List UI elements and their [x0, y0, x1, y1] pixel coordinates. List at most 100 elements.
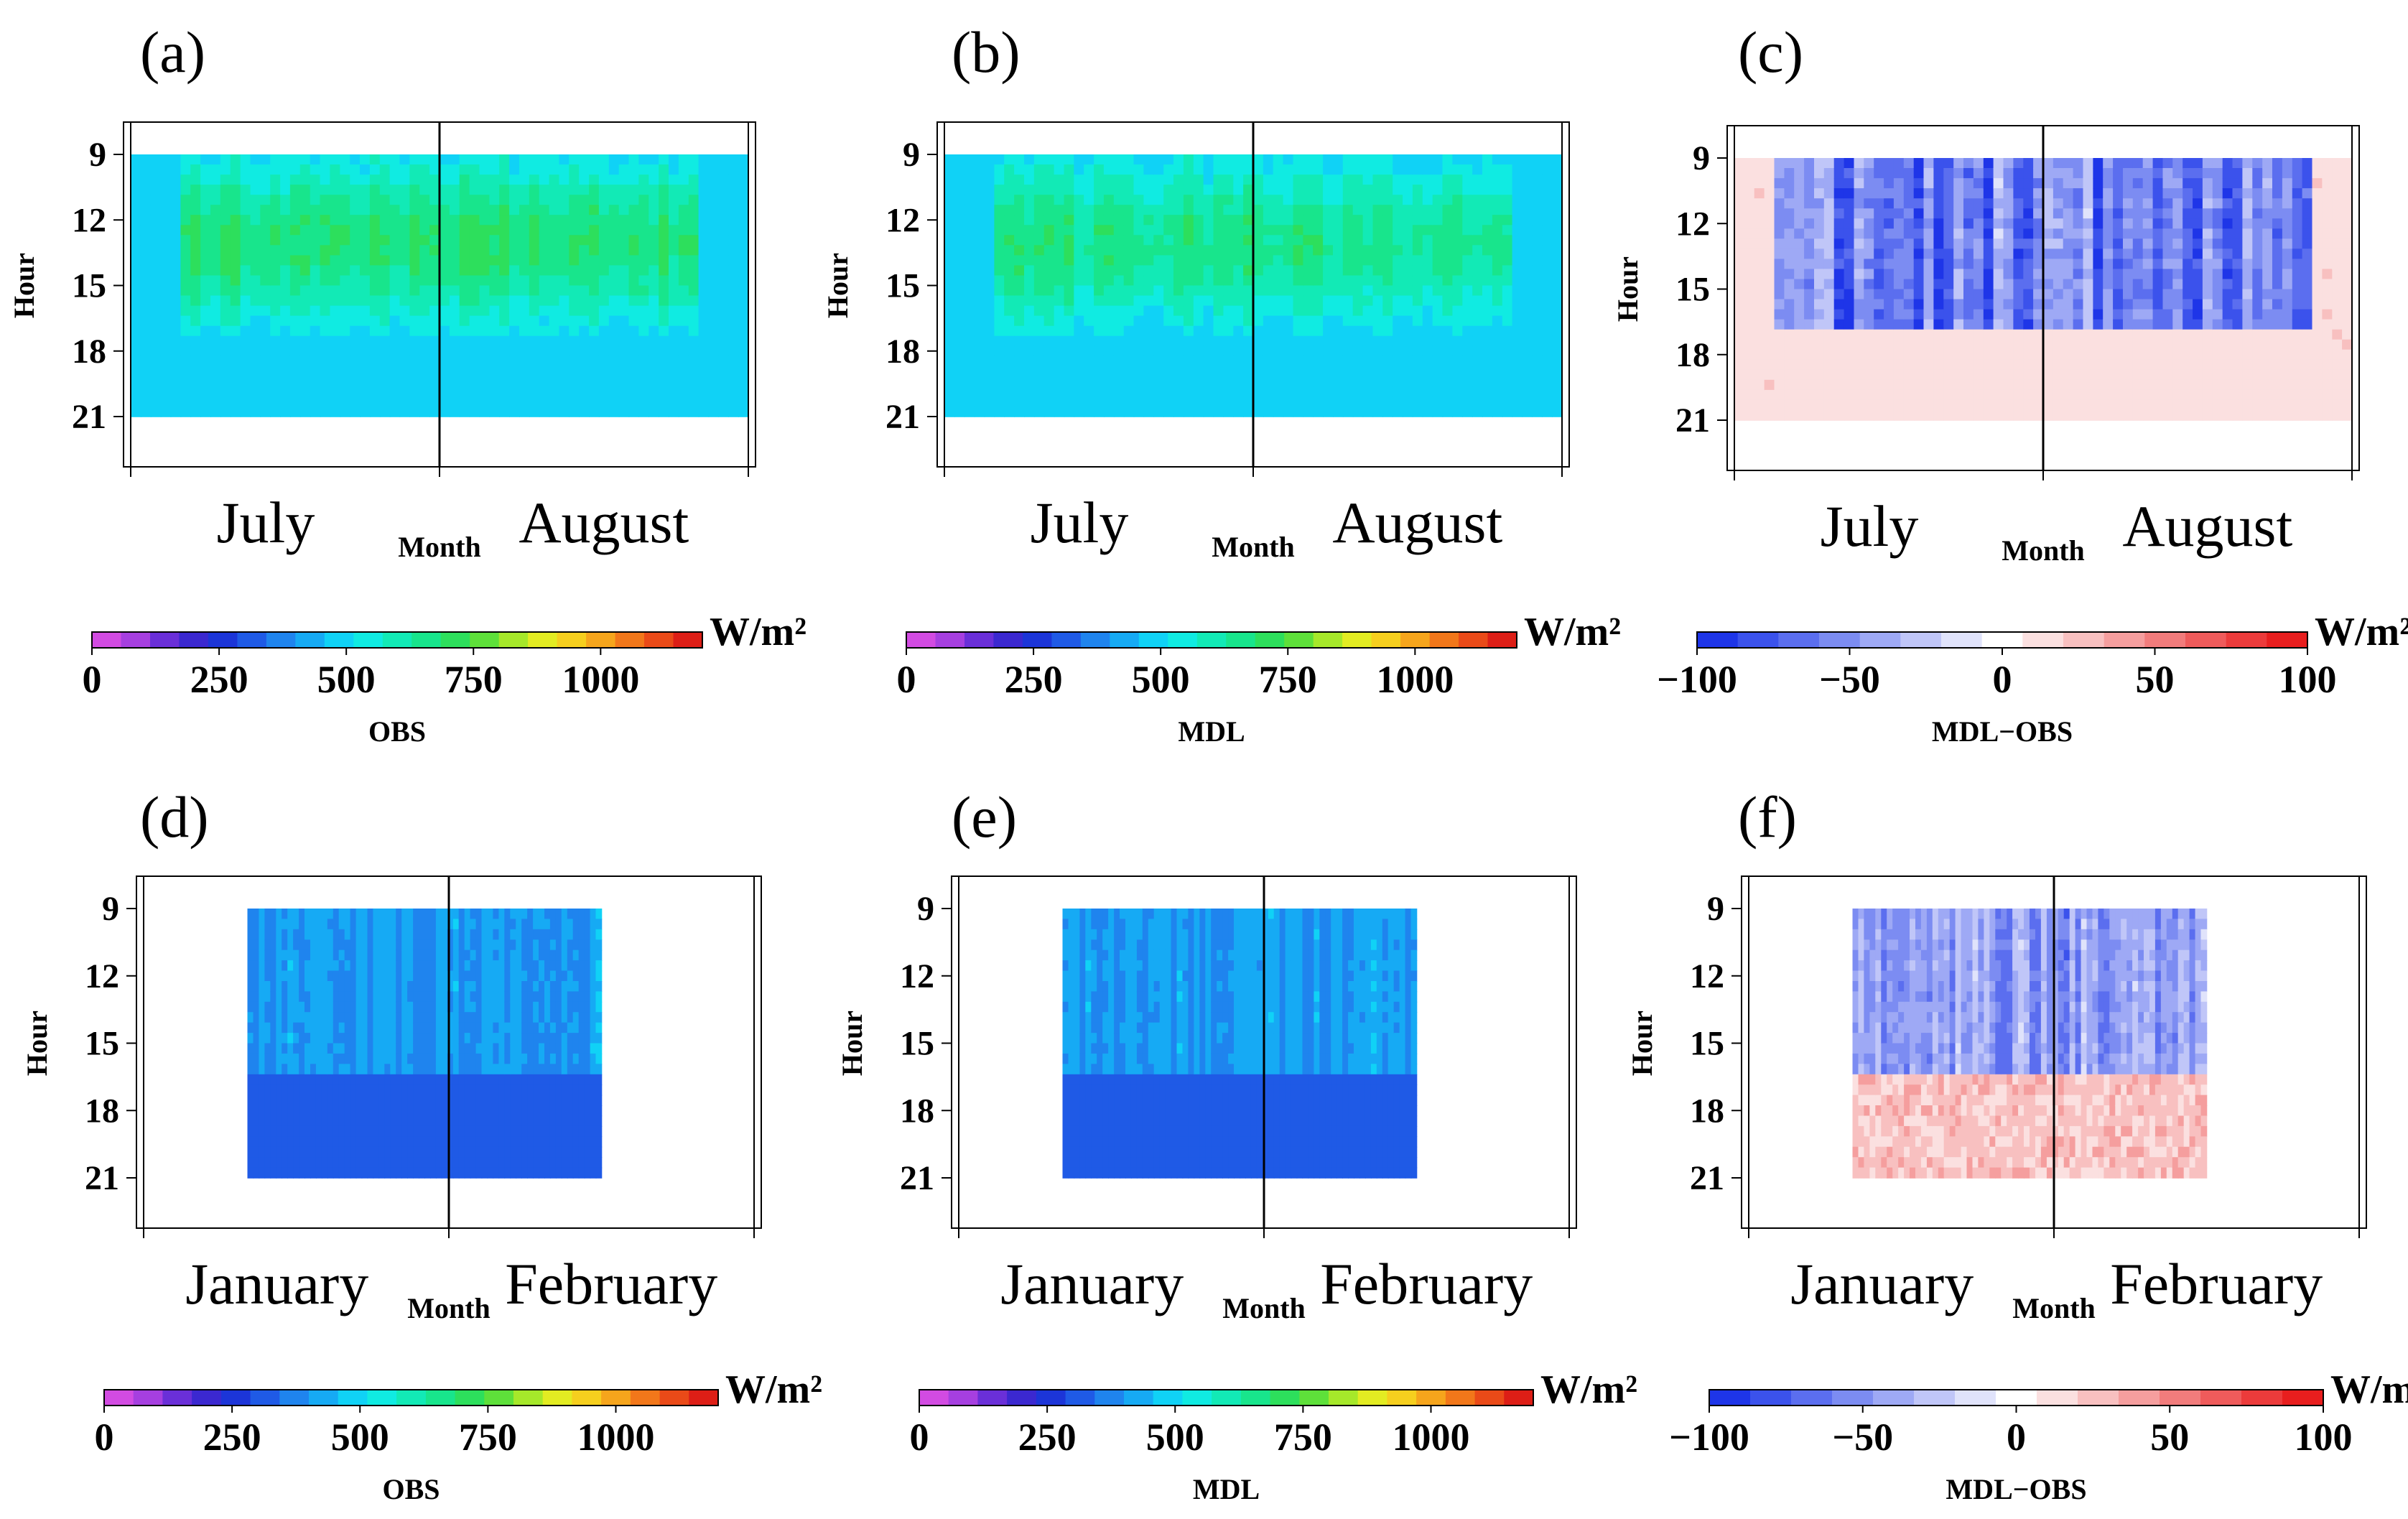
heatmap-cell	[1133, 407, 1145, 417]
heatmap-cell	[429, 386, 440, 397]
heatmap-cell	[1482, 235, 1493, 246]
heatmap-cell	[1933, 208, 1945, 219]
heatmap-cell	[2222, 269, 2233, 280]
heatmap-cell	[1233, 325, 1244, 337]
heatmap-cell	[2093, 369, 2104, 381]
heatmap-cell	[659, 295, 669, 307]
heatmap-cell	[2292, 178, 2303, 189]
heatmap-cell	[2093, 269, 2104, 280]
heatmap-cell	[698, 215, 710, 226]
heatmap-cell	[369, 356, 381, 367]
heatmap-cell	[1542, 325, 1553, 337]
heatmap-cell	[459, 215, 470, 226]
heatmap-cell	[479, 154, 491, 165]
heatmap-cell	[1403, 255, 1413, 266]
heatmap-cell	[1804, 178, 1815, 189]
heatmap-cell	[2182, 410, 2193, 421]
heatmap-cell	[1983, 289, 1994, 300]
heatmap-cell	[1502, 335, 1513, 347]
heatmap-cell	[140, 407, 152, 417]
heatmap-cell	[608, 356, 620, 367]
heatmap-cell	[1352, 215, 1364, 226]
heatmap-cell	[1094, 335, 1105, 347]
heatmap-cell	[449, 345, 460, 357]
heatmap-cell	[1913, 198, 1925, 209]
heatmap-cell	[2222, 279, 2233, 290]
heatmap-cell	[1203, 376, 1214, 387]
heatmap-cell	[1243, 295, 1254, 307]
heatmap-cell	[698, 376, 710, 387]
heatmap-cell	[210, 215, 221, 226]
heatmap-cell	[1884, 369, 1895, 381]
heatmap-cell	[1393, 356, 1403, 367]
heatmap-cell	[1103, 175, 1115, 185]
heatmap-cell	[589, 175, 600, 185]
heatmap-cell	[1522, 215, 1533, 226]
heatmap-cell	[2142, 208, 2154, 219]
heatmap-cell	[360, 325, 371, 337]
heatmap-cell	[1362, 195, 1374, 205]
heatmap-cell	[529, 205, 540, 215]
heatmap-cell	[659, 396, 669, 407]
heatmap-cell	[1913, 349, 1925, 361]
heatmap-cell	[2123, 248, 2134, 260]
heatmap-cell	[2132, 309, 2144, 320]
heatmap-cell	[2182, 359, 2193, 371]
heatmap-cell	[310, 366, 321, 377]
heatmap-cell	[2013, 339, 2025, 350]
heatmap-cell	[350, 164, 361, 175]
heatmap-cell	[1993, 299, 2004, 310]
heatmap-cell	[2292, 399, 2303, 411]
heatmap-cell	[994, 255, 1005, 266]
heatmap-cell	[1313, 366, 1324, 377]
heatmap-cell	[1412, 175, 1423, 185]
heatmap-cell	[1243, 164, 1254, 175]
heatmap-cell	[429, 255, 440, 266]
heatmap-cell	[140, 366, 152, 377]
heatmap-cell	[569, 396, 580, 407]
heatmap-cell	[250, 275, 261, 287]
heatmap-cell	[310, 275, 321, 287]
heatmap-cell	[1403, 335, 1413, 347]
heatmap-cell	[2262, 389, 2273, 401]
heatmap-cell	[1432, 195, 1444, 205]
heatmap-cell	[1823, 379, 1835, 391]
colorbar-swatch	[1778, 632, 1820, 648]
heatmap-cell	[2332, 359, 2343, 371]
heatmap-cell	[2123, 410, 2134, 421]
heatmap-cell	[1043, 164, 1055, 175]
heatmap-cell	[1412, 315, 1423, 327]
heatmap-cell	[1764, 279, 1775, 290]
heatmap-cell	[994, 305, 1005, 317]
heatmap-cell	[2023, 178, 2034, 189]
heatmap-cell	[628, 255, 640, 266]
heatmap-cell	[1223, 185, 1235, 195]
heatmap-cell	[964, 366, 975, 377]
heatmap-cell	[1913, 248, 1925, 260]
heatmap-cell	[1024, 185, 1035, 195]
heatmap-cell	[1804, 289, 1815, 300]
heatmap-cell	[628, 245, 640, 256]
heatmap-cell	[2053, 279, 2064, 290]
heatmap-cell	[2113, 259, 2124, 270]
heatmap-cell	[1223, 255, 1235, 266]
heatmap-cell	[131, 386, 141, 397]
heatmap-cell	[1422, 154, 1433, 165]
heatmap-cell	[250, 255, 261, 266]
heatmap-cell	[618, 235, 630, 246]
heatmap-cell	[1173, 255, 1184, 266]
heatmap-cell	[1502, 315, 1513, 327]
heatmap-cell	[1823, 168, 1835, 179]
heatmap-cell	[190, 215, 201, 226]
heatmap-cell	[1163, 305, 1174, 317]
heatmap-cell	[1993, 389, 2004, 401]
heatmap-cell	[509, 195, 520, 205]
heatmap-cell	[1814, 188, 1825, 199]
heatmap-cell	[270, 315, 281, 327]
heatmap-cell	[1313, 285, 1324, 297]
heatmap-cell	[579, 185, 590, 195]
heatmap-cell	[2123, 178, 2134, 189]
heatmap-cell	[708, 235, 720, 246]
heatmap-cell	[1024, 245, 1035, 256]
heatmap-cell	[260, 175, 271, 185]
